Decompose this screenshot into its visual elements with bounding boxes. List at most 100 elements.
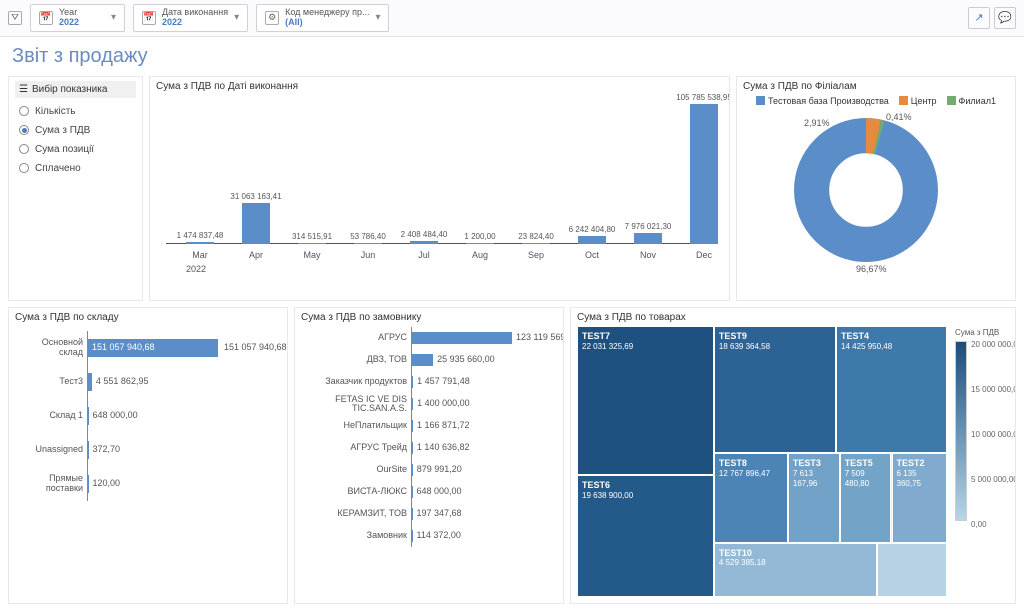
filter-manager[interactable]: ⚙ Код менеджеру пр... (All) ▾ (256, 4, 389, 32)
hbar-extra: 151 057 940,68 (224, 342, 287, 352)
legend-item[interactable]: Центр (899, 96, 937, 106)
hbar-value: 197 347,68 (417, 508, 462, 518)
hbar-category: АГРУС Трейд (301, 443, 411, 452)
treemap-cell-name: TEST5 (845, 458, 887, 469)
hbar-row[interactable]: ДВЗ, ТОВ25 935 660,00 (301, 349, 557, 371)
hbar-row[interactable]: Замовник114 372,00 (301, 525, 557, 547)
chart-title: Сума з ПДВ по складу (15, 312, 281, 323)
bar[interactable] (578, 236, 606, 244)
treemap-cell[interactable]: TEST26 135 360,75 (892, 453, 948, 542)
share-button[interactable]: ↗ (968, 7, 990, 29)
legend-item[interactable]: Тестовая база Производства (756, 96, 889, 106)
legend-swatch (899, 96, 908, 105)
hbar-row[interactable]: ВИСТА-ЛЮКС648 000,00 (301, 481, 557, 503)
treemap-cell[interactable]: TEST414 425 950,48 (836, 326, 947, 453)
treemap-cell-name: TEST2 (897, 458, 943, 469)
filter-year-value: 2022 (59, 18, 79, 28)
bar[interactable] (410, 241, 438, 244)
bar-value-label: 1 200,00 (464, 232, 495, 241)
hbar-value: 120,00 (93, 478, 121, 488)
hbar-track: 1 166 871,72 (411, 415, 557, 437)
radio-option[interactable]: Кількість (17, 102, 134, 121)
hbar-track: 648 000,00 (411, 481, 557, 503)
treemap-cell[interactable]: TEST104 529 385,18 (714, 543, 877, 597)
radio-label: Сума позиції (35, 144, 94, 155)
legend-label: Тестовая база Производства (768, 96, 889, 106)
hbar-value: 1 166 871,72 (417, 420, 470, 430)
bar[interactable] (242, 203, 270, 244)
bar-value-label: 314 515,91 (292, 232, 332, 241)
treemap-cell[interactable]: TEST57 509 480,80 (840, 453, 892, 542)
legend-swatch (947, 96, 956, 105)
chart-title: Сума з ПДВ по Філіалам (743, 81, 1009, 92)
bar[interactable] (634, 233, 662, 244)
hbar-category: Заказчик продуктов (301, 377, 411, 386)
hbar-track: 25 935 660,00 (411, 349, 557, 371)
hbar-row[interactable]: КЕРАМЗИТ, ТОВ197 347,68 (301, 503, 557, 525)
bar[interactable] (354, 243, 382, 244)
filter-year[interactable]: 📅 Year 2022 ▾ (30, 4, 125, 32)
bar-category-label: Nov (640, 250, 656, 260)
hbar-row[interactable]: Основной склад151 057 940,68151 057 940,… (17, 331, 279, 365)
hbar-row[interactable]: Прямые поставки120,00 (17, 467, 279, 501)
hbar-row[interactable]: АГРУС123 119 569,06 (301, 327, 557, 349)
bar-category-label: Dec (696, 250, 712, 260)
hbar-row[interactable]: НеПлатильщик1 166 871,72 (301, 415, 557, 437)
treemap-cell[interactable]: TEST722 031 325,69 (577, 326, 714, 475)
filter-drill-icon[interactable]: ⛛ (8, 11, 22, 25)
hbar-track: 648 000,00 (87, 399, 279, 433)
treemap-cell[interactable] (877, 543, 947, 597)
hbar-row[interactable]: Тест34 551 862,95 (17, 365, 279, 399)
treemap-legend-title: Сума з ПДВ (955, 328, 1009, 337)
hbar-value: 151 057 940,68 (92, 342, 155, 352)
treemap-cell[interactable]: TEST812 767 896,47 (714, 453, 788, 542)
hbar-track: 372,70 (87, 433, 279, 467)
hbar-row[interactable]: АГРУС Трейд1 140 636,82 (301, 437, 557, 459)
hbar-track: 114 372,00 (411, 525, 557, 547)
treemap-cell[interactable]: TEST37 613 167,96 (788, 453, 840, 542)
treemap-cell[interactable]: TEST619 638 900,00 (577, 475, 714, 597)
gear-icon: ⚙ (265, 11, 279, 25)
hbar-track: 1 457 791,48 (411, 371, 557, 393)
chart-by-customer: Сума з ПДВ по замовнику АГРУС123 119 569… (294, 307, 564, 604)
legend-tick: 0,00 (971, 520, 987, 529)
bar[interactable] (466, 243, 494, 244)
donut-svg (786, 110, 946, 270)
bar-category-label: Jul (418, 250, 430, 260)
hbar-track: 120,00 (87, 467, 279, 501)
hbar-fill (412, 442, 413, 454)
legend-tick: 10 000 000,00 (971, 430, 1016, 439)
selector-header: ☰ Вибір показника (15, 81, 136, 98)
bar[interactable] (690, 104, 718, 244)
hbar-value: 1 400 000,00 (417, 398, 470, 408)
legend-item[interactable]: Филиал1 (947, 96, 996, 106)
treemap-cell[interactable]: TEST918 639 364,58 (714, 326, 836, 453)
hbar-row[interactable]: Заказчик продуктов1 457 791,48 (301, 371, 557, 393)
radio-option[interactable]: Сума позиції (17, 140, 134, 159)
radio-option[interactable]: Сплачено (17, 159, 134, 178)
hbar-row[interactable]: FETAS IC VE DIS TIC.SAN.A.S. 1 400 000,00 (301, 393, 557, 415)
bar-category-label: Aug (472, 250, 488, 260)
treemap-cell-name: TEST10 (719, 548, 872, 559)
hbar-fill (412, 530, 413, 542)
hbar-category: FETAS IC VE DIS TIC.SAN.A.S. (301, 395, 411, 413)
legend-tick: 20 000 000,00 (971, 340, 1016, 349)
hbar-category: Склад 1 (17, 411, 87, 421)
chat-button[interactable]: 💬 (994, 7, 1016, 29)
hbar-track: 123 119 569,06 (411, 327, 557, 349)
chart-by-branch: Сума з ПДВ по Філіалам Тестовая база Про… (736, 76, 1016, 301)
bar-value-label: 7 976 021,30 (625, 222, 672, 231)
bar[interactable] (522, 243, 550, 244)
filter-exec-date[interactable]: 📅 Дата виконання 2022 ▾ (133, 4, 248, 32)
hbar-row[interactable]: Unassigned372,70 (17, 433, 279, 467)
treemap-cell-value: 22 031 325,69 (582, 342, 709, 352)
hbar-fill (412, 354, 433, 366)
hbar-row[interactable]: OurSite879 991,20 (301, 459, 557, 481)
hbar-value: 648 000,00 (93, 410, 138, 420)
hbar-category: Основной склад (17, 338, 87, 358)
bar[interactable] (298, 243, 326, 244)
hbar-row[interactable]: Склад 1 648 000,00 (17, 399, 279, 433)
legend-tick: 15 000 000,00 (971, 385, 1016, 394)
bar[interactable] (186, 242, 214, 244)
radio-option[interactable]: Сума з ПДВ (17, 121, 134, 140)
